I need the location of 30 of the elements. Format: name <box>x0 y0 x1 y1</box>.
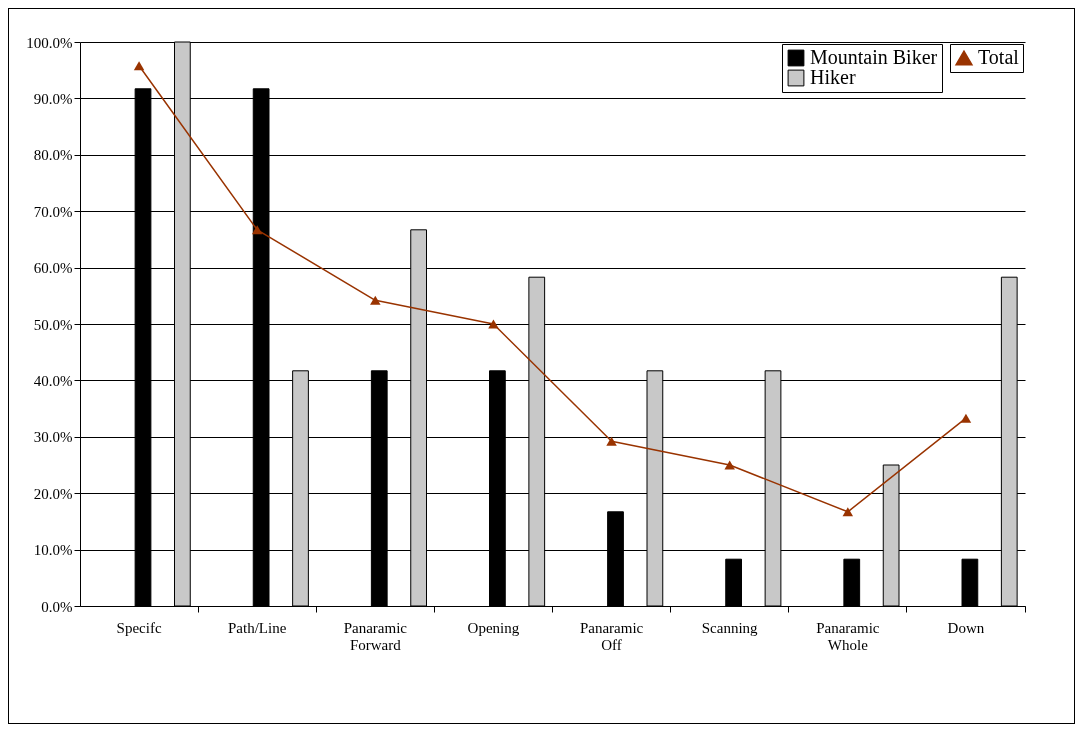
point <box>251 225 263 235</box>
point <box>960 413 972 423</box>
y-tick-label: 10.0% <box>33 542 73 559</box>
x-tick-label: Opening <box>467 619 520 636</box>
point <box>488 319 499 329</box>
y-tick-label: 80.0% <box>33 147 73 164</box>
x-tick-label: Scanning <box>701 619 759 636</box>
y-tick-label: 0.0% <box>41 598 73 615</box>
x-tick-label: Panaramic Whole <box>816 619 880 653</box>
y-tick-label: 70.0% <box>33 203 73 220</box>
y-tick-label: 30.0% <box>33 429 73 446</box>
legend-label: Mountain Biker <box>810 46 938 68</box>
x-tick-label: Specifc <box>116 619 162 636</box>
legend-label: Total <box>978 46 1020 68</box>
y-tick-label: 20.0% <box>33 485 73 502</box>
point <box>370 295 381 305</box>
y-tick-label: 60.0% <box>33 260 73 277</box>
legend-label: Hiker <box>810 66 856 88</box>
point <box>133 61 145 71</box>
y-tick-label: 50.0% <box>33 316 73 333</box>
y-tick-label: 90.0% <box>33 90 73 107</box>
x-tick-label: Panaramic Forward <box>343 619 408 653</box>
point <box>842 507 854 517</box>
x-tick-label: Down <box>947 619 985 636</box>
x-tick-label: Panaramic Off <box>579 619 644 653</box>
x-tick-label: Path/Line <box>228 619 287 636</box>
point <box>606 436 617 446</box>
y-tick-label: 40.0% <box>33 372 73 389</box>
point <box>724 460 735 470</box>
y-tick-label: 100.0% <box>26 34 73 51</box>
